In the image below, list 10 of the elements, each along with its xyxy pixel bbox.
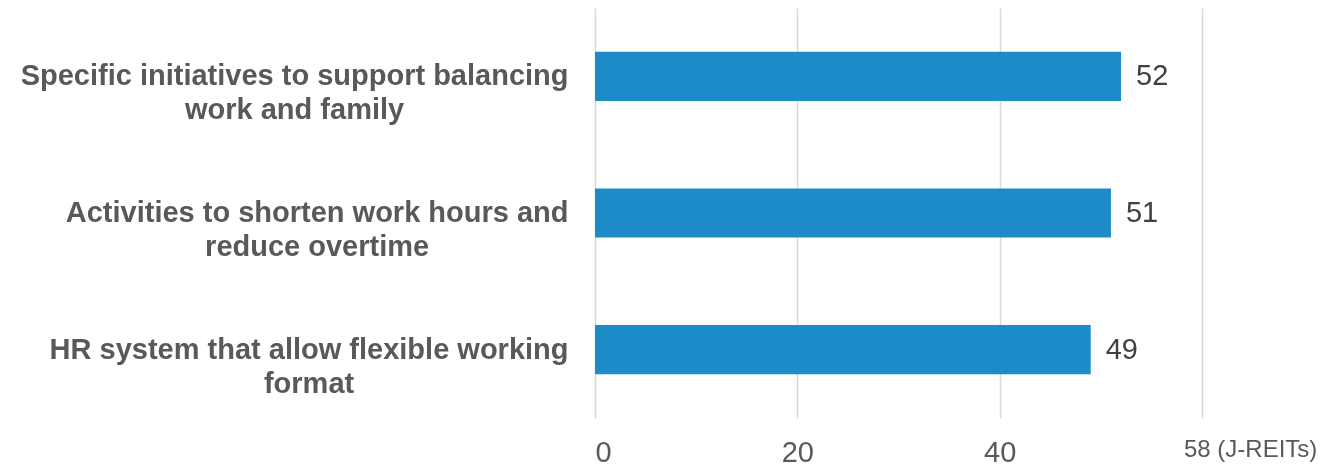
y-tick-label: HR system that allow flexible working format <box>49 332 569 399</box>
y-tick-label: Specific initiatives to support balancing work and family <box>20 59 569 126</box>
x-tick-label: 0 <box>595 435 612 466</box>
x-tick-label: 40 <box>984 435 1017 466</box>
y-tick-label: Activities to shorten work hours and reduce overtime <box>65 196 569 262</box>
data-label: 49 <box>1105 332 1138 365</box>
data-label: 52 <box>1136 59 1169 92</box>
data-label: 51 <box>1125 196 1159 228</box>
x-tick-label: 20 <box>781 435 814 466</box>
text: 58 (J-REITs) <box>1184 435 1318 462</box>
